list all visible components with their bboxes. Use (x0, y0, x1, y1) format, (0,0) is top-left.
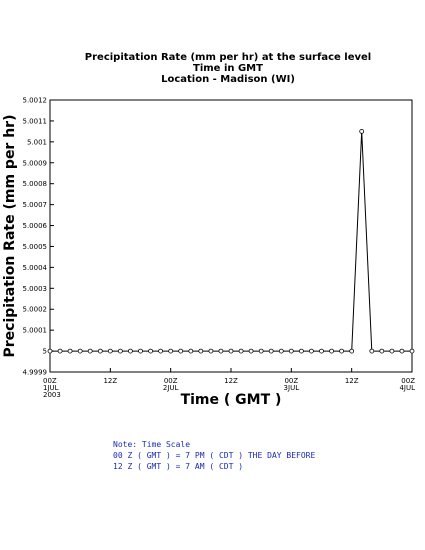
data-point (47, 348, 53, 354)
y-tick-label: 5.0002 (23, 306, 48, 314)
x-tick-label: 3JUL (284, 384, 300, 392)
data-point (228, 348, 234, 354)
x-tick-label: 4JUL (399, 384, 415, 392)
x-tick-label: 12Z (345, 377, 359, 385)
data-point (268, 348, 274, 354)
y-tick-label: 5.0009 (23, 159, 48, 167)
data-point (198, 348, 204, 354)
data-point (298, 348, 304, 354)
data-point (288, 348, 294, 354)
chart-title: Precipitation Rate (mm per hr) at the su… (85, 52, 371, 63)
chart-subtitle-location: Location - Madison (WI) (161, 74, 295, 85)
data-series (47, 128, 415, 354)
note-heading: Note: Time Scale (113, 440, 190, 449)
x-tick-label: 00Z (164, 377, 178, 385)
data-point (188, 348, 194, 354)
data-point (248, 348, 254, 354)
y-axis: 5.0012 5.0011 5.001 5.0009 5.0008 5.0007 5.000… (23, 97, 54, 377)
data-point (57, 348, 63, 354)
data-point (148, 348, 154, 354)
data-point (359, 128, 365, 134)
data-point (339, 348, 345, 354)
data-point (329, 348, 335, 354)
data-point (168, 348, 174, 354)
plot-frame (49, 99, 413, 373)
data-point (349, 348, 355, 354)
note-line-2: 12 Z ( GMT ) = 7 AM ( CDT ) (113, 462, 243, 471)
x-axis-label: Time ( GMT ) (181, 392, 282, 408)
y-tick-label: 5.0006 (23, 222, 48, 230)
x-tick-label: 2003 (43, 391, 61, 399)
y-tick-label: 5.0007 (23, 201, 48, 209)
note-line-1: 00 Z ( GMT ) = 7 PM ( CDT ) THE DAY BEFO… (113, 451, 315, 460)
y-tick-label: 5.0005 (23, 243, 48, 251)
y-tick-label: 5 (43, 348, 47, 356)
data-point (379, 348, 385, 354)
data-point (278, 348, 284, 354)
y-tick-label: 5.0003 (23, 285, 48, 293)
data-point (409, 348, 415, 354)
data-point (97, 348, 103, 354)
data-point (389, 348, 395, 354)
y-tick-label: 5.0011 (23, 117, 48, 125)
series-line (50, 131, 412, 352)
x-tick-label: 1JUL (43, 384, 59, 392)
y-tick-label: 5.0001 (23, 327, 48, 335)
x-tick-label: 00Z (284, 377, 298, 385)
data-point (399, 348, 405, 354)
data-point (138, 348, 143, 354)
data-point (258, 348, 264, 354)
data-point (77, 348, 83, 354)
x-tick-label: 12Z (103, 377, 117, 385)
data-point (319, 348, 324, 354)
data-point (308, 348, 314, 354)
y-tick-label: 5.0008 (23, 180, 48, 188)
y-tick-label: 5.0012 (23, 97, 48, 105)
x-tick-label: 2JUL (163, 384, 179, 392)
y-axis-label: Precipitation Rate (mm per hr) (2, 115, 18, 358)
x-tick-label: 12Z (224, 377, 238, 385)
data-point (87, 348, 93, 354)
data-point (158, 348, 164, 354)
data-point (127, 348, 133, 354)
data-point (208, 348, 214, 354)
data-point (238, 348, 244, 354)
y-tick-label: 4.9999 (23, 369, 48, 377)
chart-subtitle-time: Time in GMT (193, 63, 263, 74)
data-point (178, 348, 184, 354)
y-tick-label: 5.0004 (23, 264, 48, 272)
data-point (67, 348, 73, 354)
x-tick-label: 00Z (401, 377, 415, 385)
data-point (107, 348, 113, 354)
x-tick-label: 00Z (43, 377, 57, 385)
data-point (118, 348, 123, 354)
y-tick-label: 5.001 (27, 138, 47, 146)
data-point (369, 348, 375, 354)
data-point (218, 348, 224, 354)
